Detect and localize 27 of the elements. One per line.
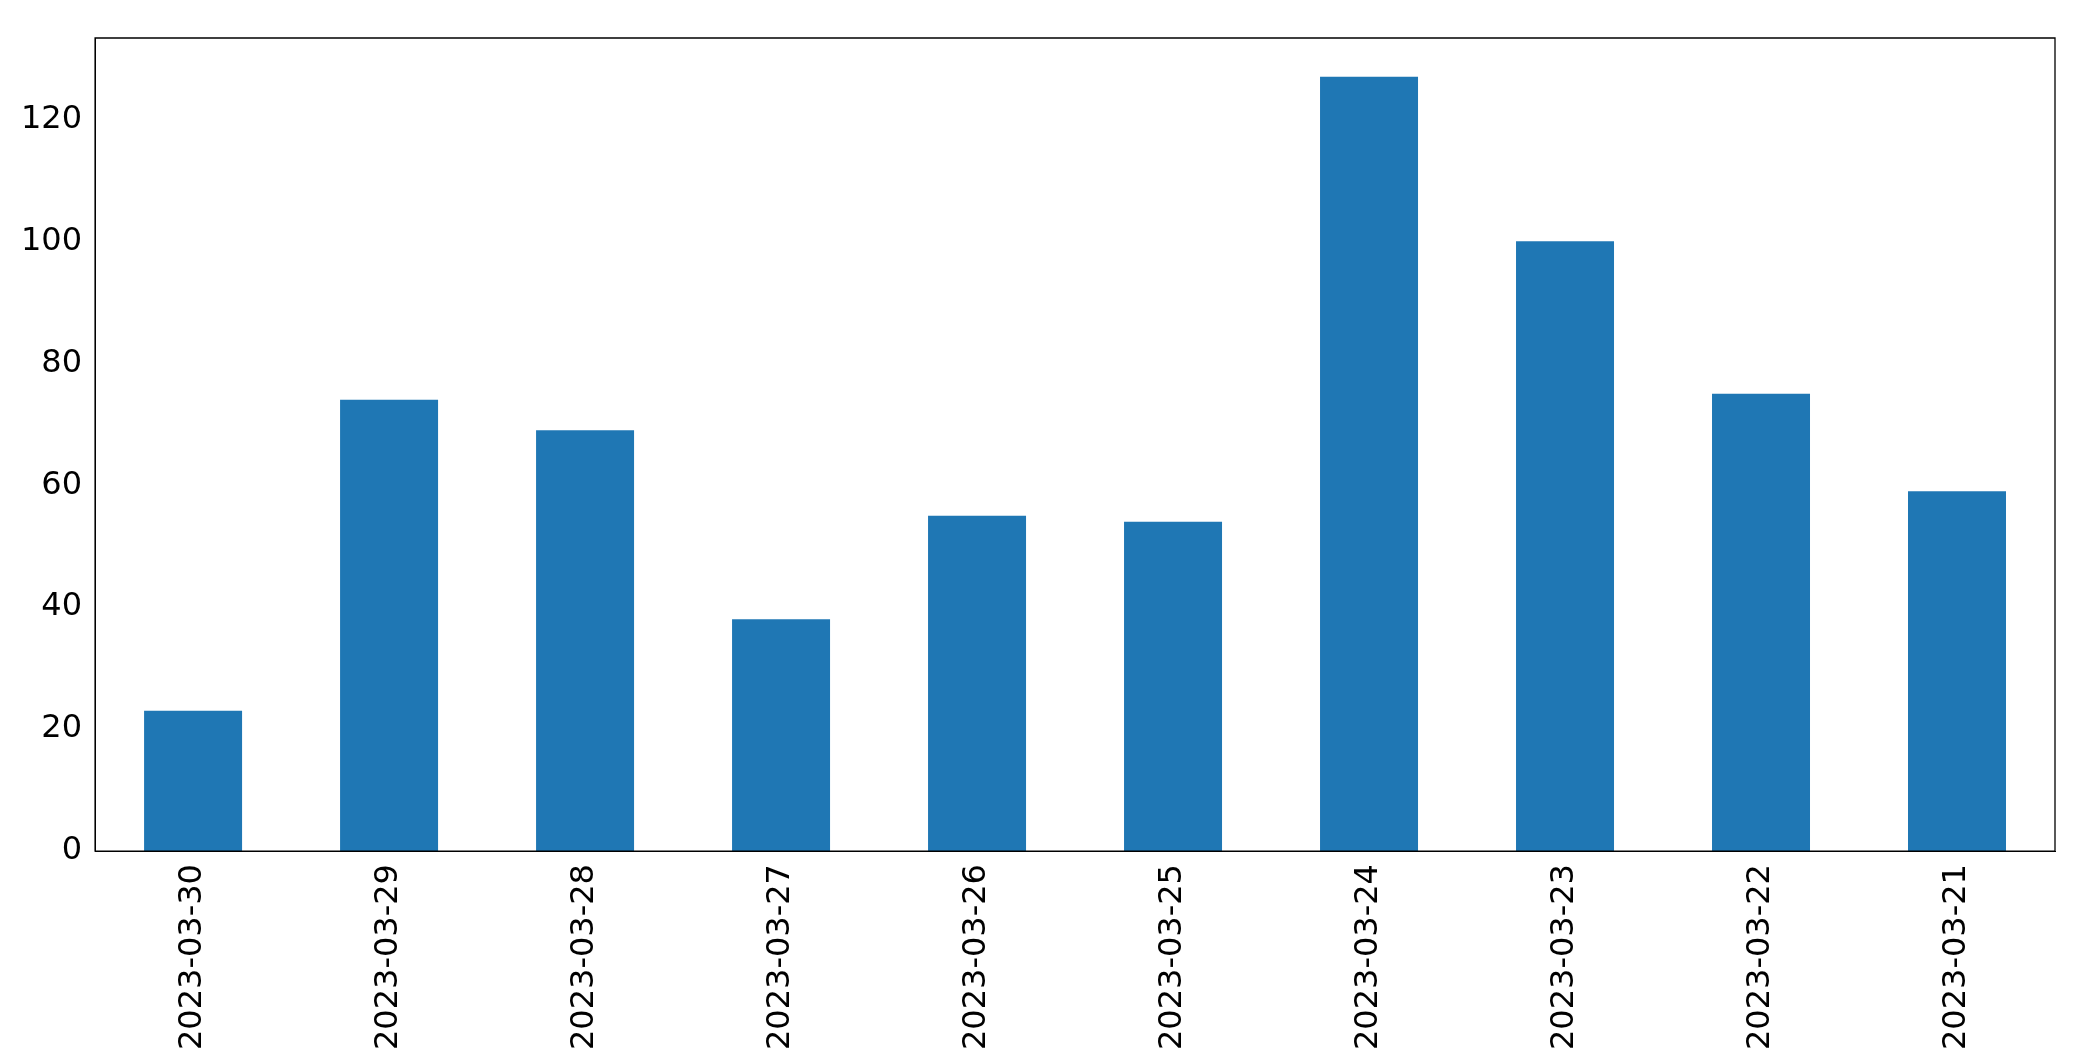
x-tick-label: 2023-03-26 (955, 864, 994, 1050)
x-tick-label: 2023-03-27 (759, 864, 798, 1050)
y-tick-label: 40 (41, 585, 83, 624)
y-tick-label: 100 (21, 219, 83, 258)
x-tick-label: 2023-03-25 (1151, 864, 1190, 1050)
bar (1908, 491, 2006, 852)
x-tick-label: 2023-03-22 (1739, 864, 1778, 1050)
bar (1516, 241, 1615, 852)
x-tick-label: 2023-03-30 (171, 864, 210, 1050)
y-tick-label: 80 (41, 341, 83, 380)
y-tick-label: 120 (21, 97, 83, 136)
x-tick-label: 2023-03-21 (1935, 864, 1974, 1050)
bar (732, 619, 831, 852)
x-tick-label: 2023-03-23 (1543, 864, 1582, 1050)
bar (1712, 393, 1811, 852)
bar (536, 430, 635, 852)
bar (928, 515, 1027, 852)
y-tick-label: 0 (61, 829, 83, 868)
bar (144, 710, 243, 852)
x-tick-label: 2023-03-24 (1347, 864, 1386, 1050)
x-tick-label: 2023-03-28 (563, 864, 602, 1050)
y-tick-label: 20 (41, 707, 83, 746)
y-tick-label: 60 (41, 463, 83, 502)
bar (1124, 521, 1223, 852)
bar (1320, 76, 1419, 852)
x-tick-label: 2023-03-29 (367, 864, 406, 1050)
bar (340, 399, 439, 852)
